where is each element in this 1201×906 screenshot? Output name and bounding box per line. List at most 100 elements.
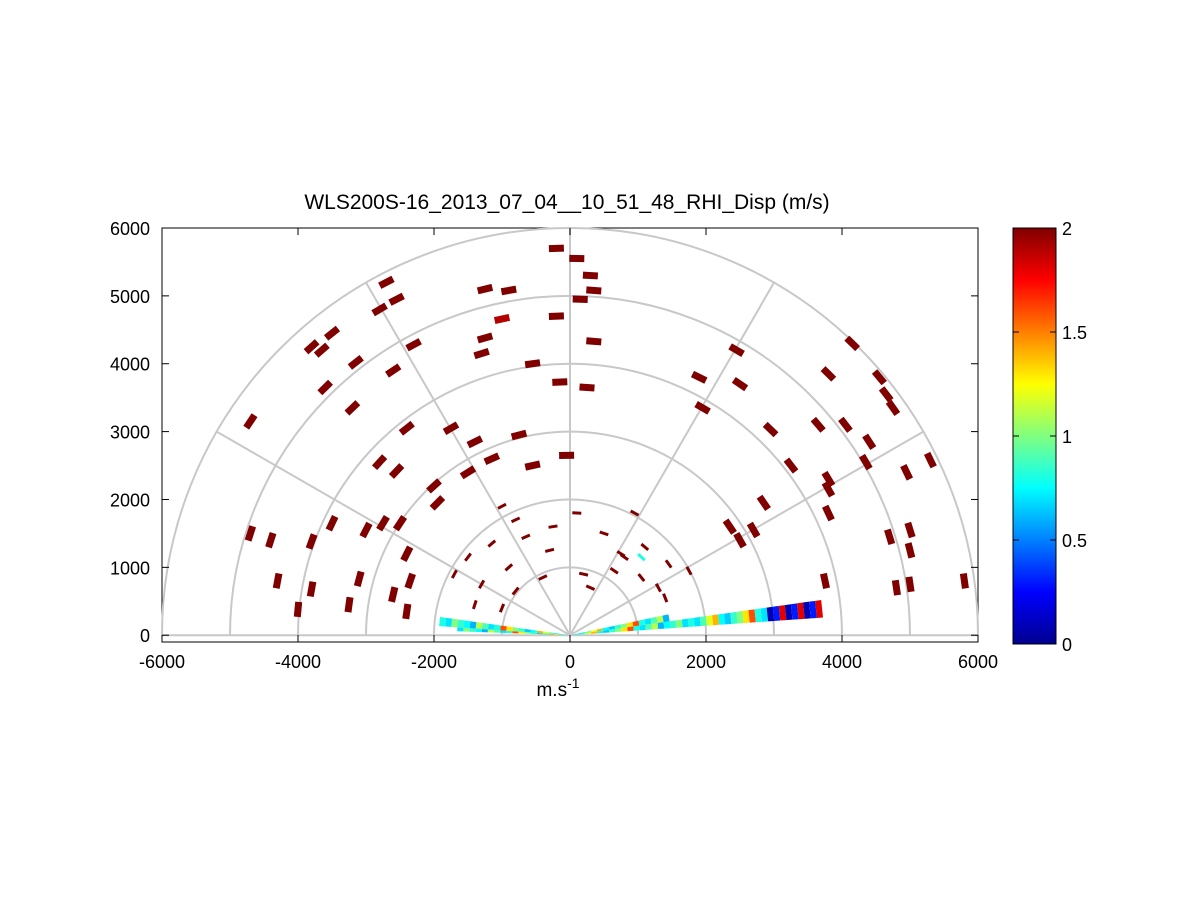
data-bin-31 [559,451,575,460]
data-bin-5 [476,283,494,295]
colorbar-tick-label-4: 2 [1062,219,1072,239]
colorbar [1012,227,1057,645]
data-bin-11 [548,312,565,321]
data-bin-106 [471,599,478,610]
data-bin-103 [511,586,520,596]
data-bin-28 [442,421,460,435]
beam-gate-32 [633,625,640,631]
data-bin-38 [429,495,446,511]
y-tick-label-1: 1000 [110,558,150,578]
beam-gate-48 [730,611,738,624]
colorbar-tick-label-0: 0 [1062,635,1072,655]
beam-gate-94 [650,616,658,624]
data-bin-46 [400,545,414,563]
beam-gate-39 [675,619,683,628]
data-bin-101 [450,569,458,579]
data-bin-32 [371,454,388,471]
data-bin-89 [629,509,640,517]
colorbar-tick-label-1: 0.5 [1062,531,1087,551]
data-bin-92 [548,524,558,529]
data-bin-22 [317,379,333,396]
data-bin-104 [585,584,596,591]
beam-gate-57 [784,604,793,621]
beam-gate-46 [718,613,726,625]
beam-gate-34 [645,623,653,630]
x-axis-label-exponent: -1 [567,675,580,691]
beam-gate-58 [790,603,799,620]
data-bin-87 [664,559,673,569]
beam-gate-2 [555,633,562,635]
data-bin-2 [582,271,599,280]
beam-gate-86 [602,627,610,631]
x-tick-label-5: 4000 [822,652,862,672]
data-bin-78 [733,531,747,549]
grid-spoke-150 [216,430,571,637]
grid-spoke-120 [365,282,571,636]
data-bin-100 [637,573,646,582]
beam-gate-53 [760,607,769,622]
data-bin-55 [690,370,708,384]
beam-gate-41 [687,617,695,627]
data-bin-60 [783,457,799,474]
data-bin-66 [810,416,826,433]
beam-gate-33 [639,624,646,631]
axis-ticks: -6000 -4000 -2000 0 2000 4000 6000 0 1000 2000 300… [110,219,998,672]
beam-gate-21 [439,616,447,627]
beam-gate-83 [584,630,591,634]
beam-gate-90 [626,621,634,628]
y-tick-label-0: 0 [140,626,150,646]
beam-gate-77 [475,628,482,633]
data-bin-99 [609,566,619,575]
data-bin-0 [548,244,565,253]
x-tick-label-4: 2000 [686,652,726,672]
data-bin-24 [552,378,568,386]
data-bin-36 [524,460,541,471]
data-bin-27 [398,420,415,436]
data-bin-75 [822,504,835,522]
beam-gate-18 [457,619,465,628]
beam-gate-67 [536,632,543,635]
beam-gate-11 [500,625,507,631]
data-bin-47 [353,570,365,588]
beam-gate-75 [487,629,495,633]
beam-gate-71 [512,631,519,634]
beam-gate-20 [445,617,453,627]
data-bin-62 [844,335,861,352]
beam-gate-56 [778,605,787,621]
y-tick-label-3: 3000 [110,423,150,443]
data-bin-85 [959,573,969,589]
beam-gate-87 [608,625,616,630]
beam-gate-19 [451,618,459,628]
data-bin-48 [404,572,416,590]
data-bin-10 [493,313,511,324]
data-bin-112 [497,502,507,510]
data-bin-80 [904,521,916,539]
data-bin-65 [885,399,901,416]
beam-gate-27 [602,629,610,633]
data-bin-23 [344,400,361,416]
data-bin-19 [347,354,364,370]
data-bin-70 [821,470,836,488]
beam-gate-74 [493,629,501,633]
data-bin-94 [487,539,497,548]
beam-gate-50 [742,610,750,624]
data-bin-59 [762,421,779,438]
beam-gate-62 [815,599,824,618]
beam-gate-96 [662,614,670,623]
data-bin-18 [586,337,602,346]
beam-gate-24 [584,632,592,635]
data-bin-3 [586,286,602,295]
low-elevation-beam [439,599,824,636]
x-tick-label-6: 6000 [958,652,998,672]
data-bin-13 [303,339,320,355]
beam-gate-49 [736,611,744,624]
y-tick-label-2: 2000 [110,490,150,510]
data-bin-93 [521,533,531,541]
data-bin-69 [858,453,873,471]
data-bin-37 [426,478,442,494]
beam-gate-91 [632,620,640,627]
data-bin-63 [871,369,887,386]
data-bin-4 [572,295,588,303]
data-bin-50 [306,581,317,598]
